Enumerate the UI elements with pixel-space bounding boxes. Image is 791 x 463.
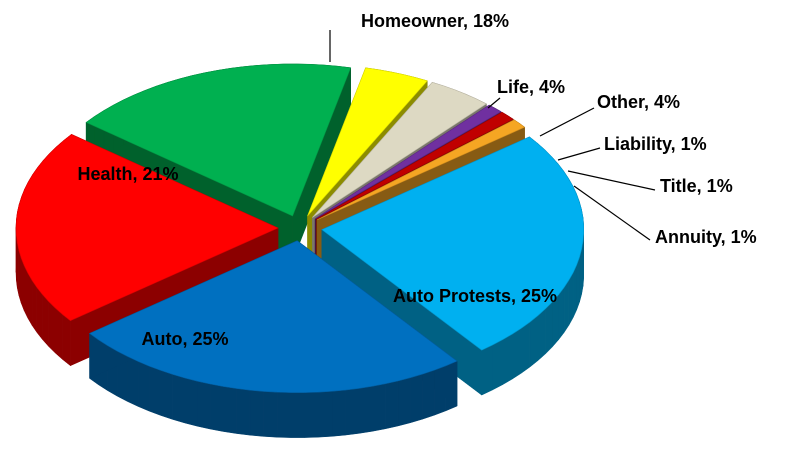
slice-side	[317, 391, 333, 438]
slice-top	[315, 111, 514, 220]
data-label: Title, 1%	[660, 176, 733, 196]
slice-side	[492, 339, 503, 391]
slice-side	[545, 301, 553, 355]
leader-line	[567, 170, 656, 191]
data-label: Liability, 1%	[604, 134, 707, 154]
slice-side	[276, 391, 292, 438]
slice-side	[511, 327, 522, 380]
slice-side	[36, 286, 43, 341]
slice-side	[568, 271, 574, 327]
slice-side	[62, 313, 71, 367]
slice-side	[197, 380, 211, 430]
slice-side	[290, 392, 305, 438]
slice-side	[576, 256, 580, 310]
slice-top	[321, 136, 584, 351]
slice-top	[89, 240, 458, 393]
data-label: Life, 4%	[497, 77, 565, 97]
slice-side	[127, 356, 139, 407]
slice-side	[304, 391, 319, 438]
leader-line	[557, 147, 601, 161]
slice-top	[15, 134, 279, 322]
leader-line	[487, 97, 501, 109]
slice-side	[160, 370, 173, 420]
slice-side	[172, 374, 186, 424]
slice-side	[371, 383, 386, 432]
slice-top	[312, 81, 488, 218]
slice-side	[236, 388, 251, 436]
slice-side	[481, 344, 493, 396]
slice-side	[558, 286, 565, 341]
slice-side	[537, 308, 546, 362]
data-label: Homeowner, 18%	[361, 11, 509, 31]
slice-side	[445, 360, 458, 412]
slice-side	[48, 300, 56, 354]
slice-side	[42, 293, 49, 348]
slice-side	[263, 391, 278, 438]
data-label: Auto Protests, 25%	[393, 286, 557, 306]
data-label: Annuity, 1%	[655, 227, 757, 247]
slice-side	[529, 314, 539, 368]
slice	[89, 240, 458, 438]
slice-side	[521, 321, 531, 374]
slice-side	[434, 365, 447, 416]
data-label: Auto, 25%	[141, 329, 228, 349]
slice-side	[209, 383, 224, 432]
slice-side	[184, 377, 198, 427]
slice-side	[358, 386, 373, 434]
slice-side	[23, 265, 29, 319]
slice-side	[502, 333, 513, 386]
slice-side	[579, 249, 582, 303]
leader-line	[539, 107, 595, 137]
slice-side	[331, 389, 346, 437]
slice-side	[249, 389, 264, 437]
slice-top	[307, 67, 428, 217]
slice-side	[563, 279, 570, 334]
slice-top	[314, 104, 502, 219]
slice-side	[31, 279, 38, 334]
data-label: Health, 21%	[77, 164, 178, 184]
leader-line	[573, 185, 651, 241]
slice-side	[18, 250, 22, 304]
slice-side	[222, 386, 237, 434]
slice-side	[384, 380, 399, 430]
slice-side	[55, 307, 63, 361]
slice-side	[397, 377, 411, 427]
slice-side	[20, 257, 25, 311]
slice-side	[345, 388, 360, 436]
data-label: Other, 4%	[597, 92, 680, 112]
slice-side	[148, 365, 161, 416]
slice-side	[27, 272, 33, 327]
slice-side	[137, 361, 150, 412]
slice-side	[572, 264, 577, 318]
slice-side	[410, 373, 423, 424]
slice-top	[85, 63, 352, 217]
slice-top	[316, 119, 526, 221]
slice-side	[422, 369, 435, 420]
